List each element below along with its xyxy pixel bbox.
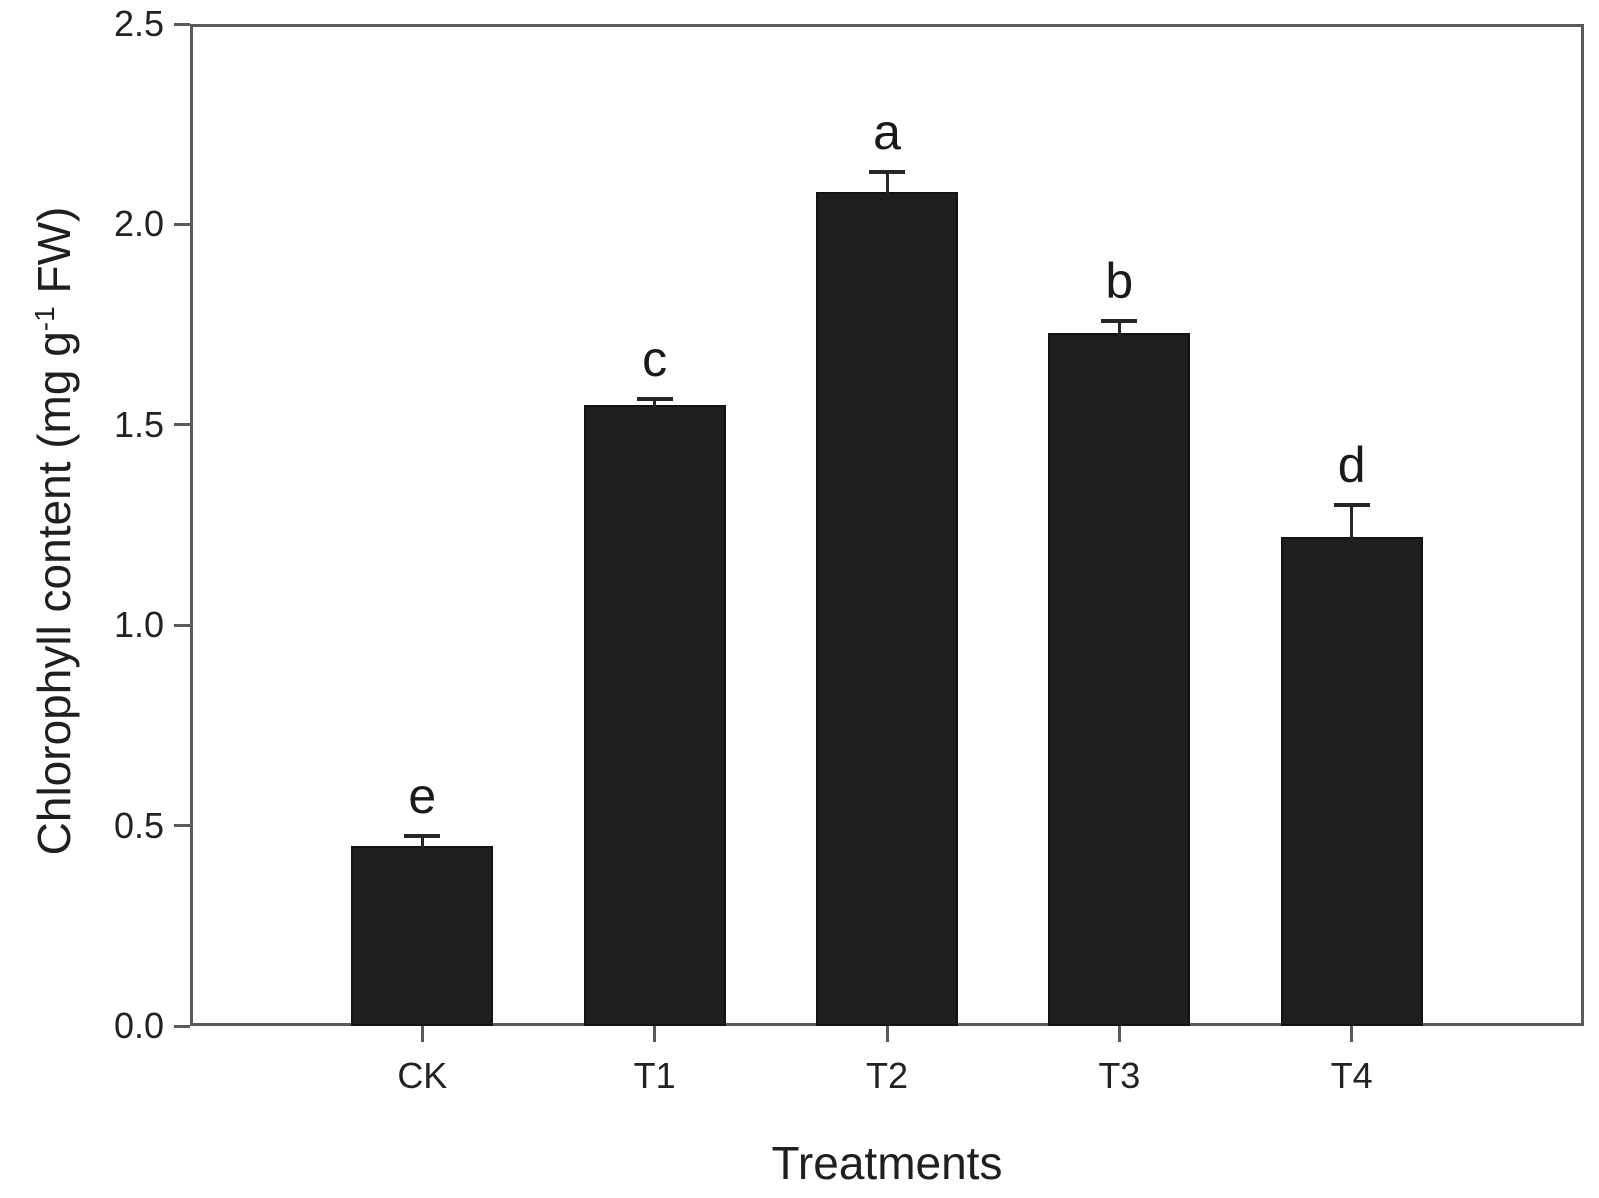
y-axis-title: Chlorophyll content (mg g-1 FW) xyxy=(17,31,80,1031)
error-bar-stem-T2 xyxy=(885,172,889,195)
y-tick-label-0.5: 0.5 xyxy=(113,804,164,846)
y-tick-mark-1.0 xyxy=(174,623,190,627)
error-bar-cap-T4 xyxy=(1333,502,1370,507)
sig-letter-CK: e xyxy=(408,767,437,824)
y-tick-label-0.0: 0.0 xyxy=(113,1005,164,1046)
x-tick-label-CK: CK xyxy=(397,1055,448,1096)
x-tick-label-T2: T2 xyxy=(865,1055,908,1096)
bar-T3 xyxy=(1048,332,1191,1026)
x-tick-label-T3: T3 xyxy=(1098,1055,1141,1096)
y-tick-mark-1.5 xyxy=(174,423,190,427)
error-bar-stem-T3 xyxy=(1117,320,1121,335)
y-axis-title-superscript: -1 xyxy=(29,306,60,332)
x-tick-mark-T4 xyxy=(1350,1026,1354,1042)
error-bar-cap-CK xyxy=(404,833,441,838)
x-tick-mark-T1 xyxy=(653,1026,657,1042)
x-tick-mark-CK xyxy=(420,1026,424,1042)
y-tick-mark-0.0 xyxy=(174,1024,190,1028)
x-tick-label-T1: T1 xyxy=(633,1055,676,1096)
y-tick-label-2.0: 2.0 xyxy=(113,203,164,245)
sig-letter-T1: c xyxy=(642,330,668,387)
bar-T4 xyxy=(1280,537,1423,1026)
error-bar-cap-T3 xyxy=(1101,318,1138,323)
x-tick-label-T4: T4 xyxy=(1330,1055,1373,1096)
x-tick-mark-T3 xyxy=(1117,1026,1121,1042)
error-bar-cap-T2 xyxy=(869,170,905,175)
y-tick-mark-0.5 xyxy=(174,824,190,828)
bar-T2 xyxy=(816,192,958,1026)
x-axis-title: Treatments xyxy=(771,1137,1003,1189)
x-tick-mark-T2 xyxy=(885,1026,889,1042)
error-bar-stem-T1 xyxy=(653,398,657,407)
bar-T1 xyxy=(583,404,726,1026)
error-bar-stem-CK xyxy=(420,835,424,848)
y-tick-mark-2.5 xyxy=(174,22,190,26)
y-tick-label-2.5: 2.5 xyxy=(113,3,164,44)
y-tick-label-1.0: 1.0 xyxy=(113,604,164,646)
y-tick-label-1.5: 1.5 xyxy=(113,403,164,445)
sig-letter-T4: d xyxy=(1337,436,1366,493)
error-bar-stem-T4 xyxy=(1350,504,1354,540)
error-bar-cap-T1 xyxy=(636,396,673,401)
sig-letter-T3: b xyxy=(1105,252,1134,309)
y-tick-mark-2.0 xyxy=(174,222,190,226)
bar-CK xyxy=(351,845,494,1026)
sig-letter-T2: a xyxy=(873,104,901,161)
